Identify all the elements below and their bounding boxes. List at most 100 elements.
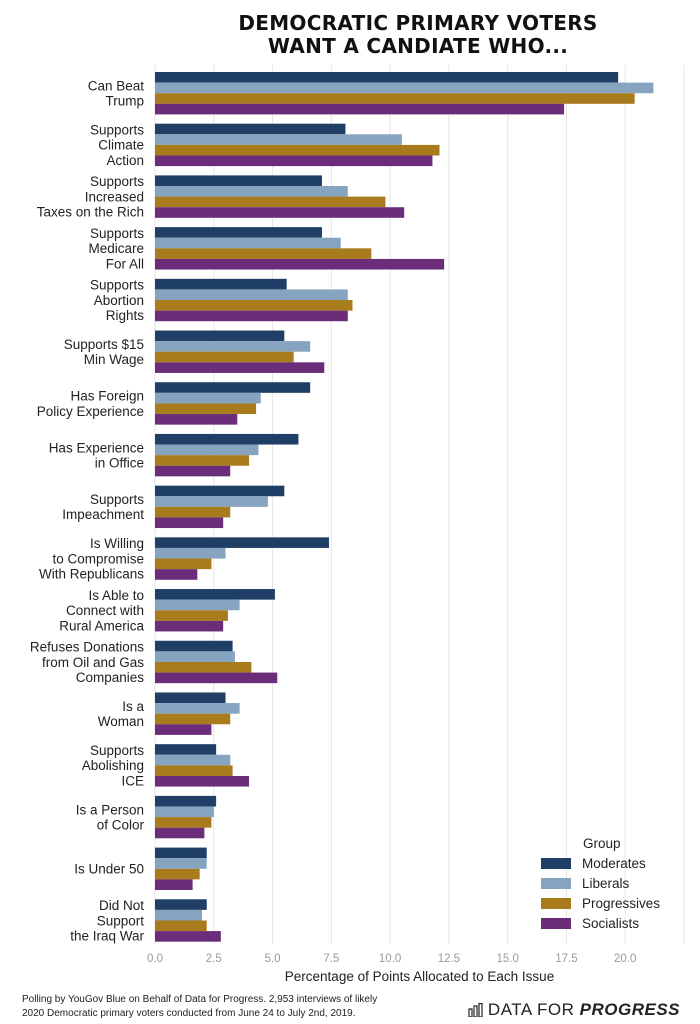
- bar-progressives-experience-in-office: [155, 455, 250, 466]
- bar-liberals-medicare-for-all: [155, 237, 341, 249]
- category-label-climate-action-line-2: Climate: [98, 138, 144, 153]
- category-label-min-wage-line-2: Min Wage: [84, 352, 144, 367]
- x-tick-label: 20.0: [614, 953, 636, 965]
- bar-progressives-rural-america: [155, 610, 228, 621]
- x-tick-label: 0.0: [147, 953, 163, 965]
- category-label-refuses-oil-gas-line-1: Refuses Donations: [30, 640, 144, 655]
- bar-socialists-is-a-woman: [155, 724, 212, 735]
- bar-progressives-iraq-war: [155, 920, 207, 932]
- bar-socialists-abolishing-ice: [155, 775, 250, 787]
- x-tick-label: 5.0: [265, 953, 281, 965]
- legend-swatch-liberals: [541, 878, 571, 889]
- category-label-taxes-on-rich-line-2: Increased: [85, 189, 144, 204]
- category-label-taxes-on-rich-line-1: Supports: [90, 174, 144, 189]
- category-label-foreign-policy-line-1: Has Foreign: [70, 389, 144, 404]
- bar-liberals-can-beat-trump: [155, 82, 654, 94]
- bar-progressives-person-of-color: [155, 817, 212, 828]
- chart-title-line-1: DEMOCRATIC PRIMARY VOTERS: [238, 11, 598, 35]
- category-label-can-beat-trump-line-1: Can Beat: [88, 78, 145, 93]
- bar-liberals-experience-in-office: [155, 444, 259, 456]
- bar-moderates-medicare-for-all: [155, 227, 322, 238]
- category-label-rural-america-line-1: Is Able to: [88, 588, 144, 603]
- category-label-refuses-oil-gas-line-3: Companies: [76, 670, 145, 685]
- legend-swatch-moderates: [541, 858, 571, 869]
- bar-socialists-under-50: [155, 879, 193, 890]
- bar-socialists-taxes-on-rich: [155, 207, 405, 218]
- legend-label-moderates: Moderates: [582, 856, 646, 871]
- category-label-iraq-war-line-2: Support: [97, 913, 145, 928]
- bar-socialists-impeachment: [155, 517, 224, 529]
- category-label-person-of-color-line-1: Is a Person: [76, 802, 144, 817]
- chart-title-line-2: WANT A CANDIATE WHO...: [267, 34, 569, 58]
- bar-moderates-impeachment: [155, 485, 285, 497]
- x-tick-label: 2.5: [206, 953, 222, 965]
- bar-socialists-person-of-color: [155, 827, 205, 839]
- category-label-medicare-for-all-line-2: Medicare: [88, 241, 144, 256]
- bar-progressives-taxes-on-rich: [155, 196, 386, 208]
- x-axis-ticks: 0.0 2.5 5.0 7.5 10.0 12.5 15.0 17.5 20.0: [147, 953, 636, 965]
- bar-progressives-climate-action: [155, 144, 440, 156]
- bar-liberals-person-of-color: [155, 806, 214, 818]
- bar-socialists-rural-america: [155, 620, 224, 632]
- brand-logo: DATA FOR PROGRESS: [468, 1000, 680, 1020]
- bar-moderates-foreign-policy: [155, 382, 311, 393]
- category-label-iraq-war-line-1: Did Not: [99, 898, 144, 913]
- bar-progressives-is-a-woman: [155, 713, 231, 725]
- bar-liberals-abolishing-ice: [155, 754, 231, 766]
- bar-moderates-experience-in-office: [155, 433, 299, 445]
- bar-liberals-refuses-oil-gas: [155, 651, 235, 662]
- category-label-foreign-policy-line-2: Policy Experience: [37, 404, 144, 419]
- chart-title: DEMOCRATIC PRIMARY VOTERS WANT A CANDIAT…: [150, 12, 686, 58]
- category-label-is-a-woman-line-2: Woman: [98, 714, 144, 729]
- category-label-rural-america-line-2: Connect with: [66, 603, 144, 618]
- footnote-line-2: 2020 Democratic primary voters conducted…: [22, 1008, 356, 1019]
- bar-moderates-min-wage: [155, 330, 285, 342]
- category-label-person-of-color-line-2: of Color: [97, 817, 145, 832]
- bar-liberals-climate-action: [155, 134, 402, 145]
- legend-swatch-progressives: [541, 898, 571, 909]
- bar-moderates-taxes-on-rich: [155, 175, 322, 187]
- bar-progressives-abolishing-ice: [155, 765, 233, 776]
- legend-label-socialists: Socialists: [582, 916, 639, 931]
- legend-swatch-socialists: [541, 918, 571, 929]
- bar-moderates-abolishing-ice: [155, 744, 217, 755]
- bar-progressives-can-beat-trump: [155, 93, 635, 104]
- category-label-min-wage-line-1: Supports $15: [64, 337, 144, 352]
- bar-moderates-refuses-oil-gas: [155, 640, 233, 652]
- category-label-iraq-war-line-3: the Iraq War: [70, 928, 144, 943]
- legend: Group Moderates Liberals Progressives Social…: [541, 836, 660, 931]
- bar-moderates-under-50: [155, 847, 207, 859]
- bar-socialists-iraq-war: [155, 931, 221, 942]
- x-tick-label: 12.5: [438, 953, 460, 965]
- category-label-impeachment-line-1: Supports: [90, 492, 144, 507]
- category-label-impeachment-line-2: Impeachment: [62, 507, 144, 522]
- category-label-can-beat-trump-line-2: Trump: [105, 94, 144, 109]
- bar-socialists-medicare-for-all: [155, 258, 445, 270]
- bar-socialists-can-beat-trump: [155, 103, 565, 115]
- bar-liberals-impeachment: [155, 496, 268, 507]
- bar-progressives-refuses-oil-gas: [155, 661, 252, 673]
- x-tick-label: 7.5: [323, 953, 339, 965]
- category-label-climate-action-line-3: Action: [106, 153, 144, 168]
- bar-liberals-taxes-on-rich: [155, 186, 348, 197]
- bar-chart-icon: [468, 1003, 483, 1017]
- bar-moderates-climate-action: [155, 123, 346, 135]
- bar-moderates-iraq-war: [155, 899, 207, 910]
- bar-socialists-abortion-rights: [155, 310, 348, 322]
- bar-liberals-abortion-rights: [155, 289, 348, 301]
- bars: [155, 72, 654, 942]
- bar-progressives-abortion-rights: [155, 300, 353, 311]
- bar-socialists-foreign-policy: [155, 414, 238, 425]
- category-label-abolishing-ice-line-2: Abolishing: [82, 758, 144, 773]
- bar-moderates-abortion-rights: [155, 278, 287, 290]
- bar-liberals-rural-america: [155, 599, 240, 611]
- bar-progressives-compromise-republicans: [155, 558, 212, 570]
- category-label-compromise-republicans-line-1: Is Willing: [90, 536, 144, 551]
- brand-text-bold: PROGRESS: [579, 1000, 680, 1019]
- bar-liberals-compromise-republicans: [155, 547, 226, 559]
- bar-moderates-rural-america: [155, 589, 275, 600]
- category-label-abortion-rights-line-3: Rights: [106, 308, 145, 323]
- category-label-abolishing-ice-line-1: Supports: [90, 743, 144, 758]
- bar-moderates-person-of-color: [155, 795, 217, 807]
